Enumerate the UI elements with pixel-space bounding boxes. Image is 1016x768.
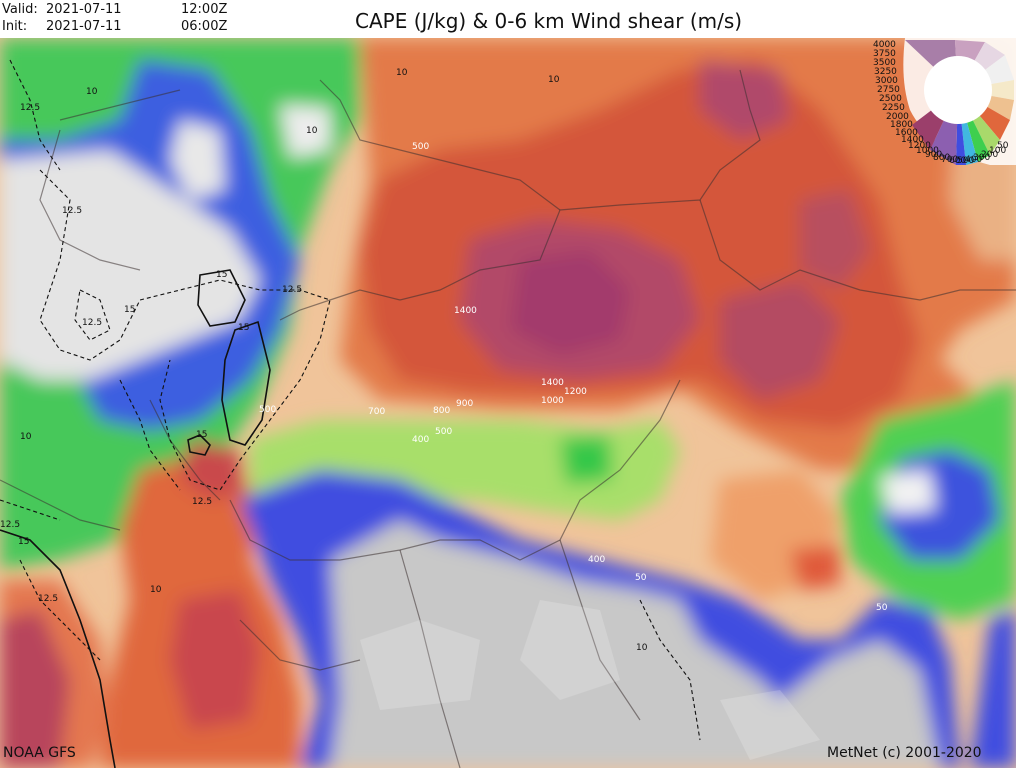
cape-label: 1400 — [454, 306, 477, 316]
init-date: 2021-07-11 — [46, 19, 122, 34]
cape-label: 1200 — [564, 387, 587, 397]
legend-value: 3250 — [874, 67, 897, 77]
legend-value: 100 — [989, 146, 1007, 156]
shear-contours-solid — [0, 269, 271, 768]
shear-contours-dashed — [0, 59, 701, 741]
init-label: Init: — [2, 19, 28, 34]
legend-value: 2750 — [877, 85, 900, 95]
legend-value: 300 — [973, 153, 991, 163]
shear-label: 10 — [20, 432, 32, 442]
valid-date: 2021-07-11 — [46, 2, 122, 17]
shear-label: 12.5 — [20, 103, 41, 113]
cape-label: 900 — [456, 399, 474, 409]
copyright-label: MetNet (c) 2001-2020 — [827, 745, 982, 761]
legend-value: 3750 — [873, 49, 896, 59]
legend-value: 50 — [997, 141, 1009, 151]
legend-value: 3500 — [873, 58, 896, 68]
shear-label: 10 — [636, 643, 648, 653]
shear-label: 12.5 — [282, 285, 303, 295]
cape-label: 500 — [435, 427, 453, 437]
cape-label: 1000 — [541, 396, 564, 406]
cape-label: 400 — [588, 555, 606, 565]
legend-value: 900 — [925, 150, 943, 160]
shear-label: 15 — [238, 323, 250, 333]
terrain-shading — [360, 600, 820, 760]
shear-label: 10 — [396, 68, 408, 78]
shear-label: 12.5 — [0, 520, 21, 530]
cape-label: 500 — [412, 142, 430, 152]
shear-label: 15 — [124, 305, 136, 315]
legend-value: 200 — [981, 150, 999, 160]
legend-value: 400 — [965, 155, 983, 165]
legend-value: 1800 — [890, 120, 913, 130]
cape-label: 700 — [368, 407, 386, 417]
map-header: Valid: 2021-07-11 12:00Z Init: 2021-07-1… — [0, 0, 1016, 38]
cape-label: 50 — [876, 603, 888, 613]
legend-value: 2000 — [886, 112, 909, 122]
shear-label: 15 — [216, 270, 228, 280]
legend-value: 1400 — [901, 135, 924, 145]
cape-label: 800 — [433, 406, 451, 416]
valid-time: 12:00Z — [181, 2, 228, 17]
legend-labels: 4000 3750 3500 3250 3000 2750 2500 2250 … — [873, 40, 1013, 170]
cape-label: 50 — [635, 573, 647, 583]
legend-value: 1600 — [895, 128, 918, 138]
shear-label: 12.5 — [82, 318, 103, 328]
shear-label: 10 — [306, 126, 318, 136]
legend-value: 2250 — [882, 103, 905, 113]
valid-label: Valid: — [2, 2, 38, 17]
legend-value: 1000 — [916, 146, 939, 156]
cape-label: 400 — [412, 435, 430, 445]
cape-legend — [903, 38, 1016, 165]
cape-label: 500 — [259, 405, 277, 415]
shear-label: 12.5 — [38, 594, 59, 604]
legend-value: 4000 — [873, 40, 896, 50]
shear-label: 10 — [86, 87, 98, 97]
legend-value: 700 — [941, 155, 959, 165]
legend-value: 1200 — [908, 141, 931, 151]
legend-value: 3000 — [875, 76, 898, 86]
map-title: CAPE (J/kg) & 0-6 km Wind shear (m/s) — [355, 9, 743, 33]
shear-label: 15 — [18, 537, 30, 547]
legend-value: 500 — [957, 156, 975, 166]
shear-label: 10 — [548, 75, 560, 85]
legend-value: 800 — [933, 153, 951, 163]
cape-fill-layer — [0, 38, 1016, 768]
cape-shear-map — [0, 38, 1016, 768]
legend-value: 600 — [949, 156, 967, 166]
shear-label: 12.5 — [192, 497, 213, 507]
shear-label: 15 — [196, 430, 208, 440]
legend-value: 2500 — [879, 94, 902, 104]
shear-label: 10 — [150, 585, 162, 595]
model-label: NOAA GFS — [3, 745, 76, 761]
init-time: 06:00Z — [181, 19, 228, 34]
cape-label: 1400 — [541, 378, 564, 388]
shear-label: 12.5 — [62, 206, 83, 216]
